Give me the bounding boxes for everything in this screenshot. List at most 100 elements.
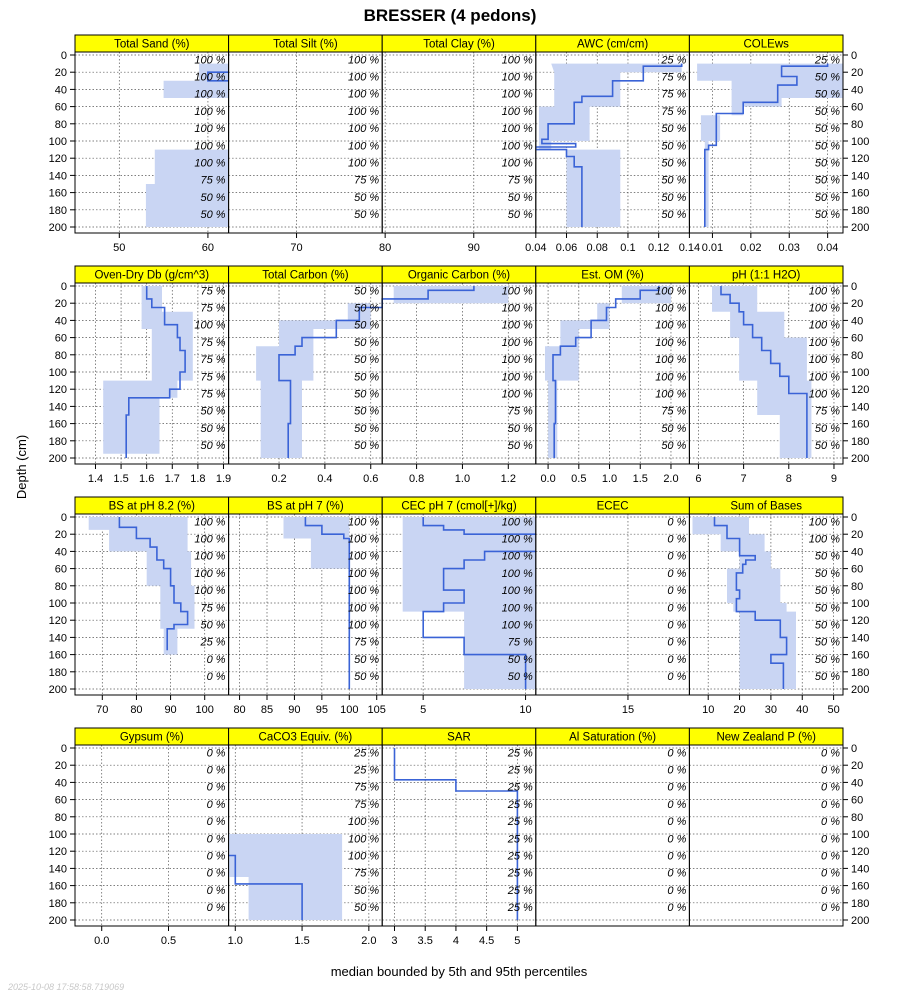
panel-bs-at-ph-8-2: BS at pH 8.2 (%) 100 % 100 % 100 % 100 % 100 … <box>74 496 230 696</box>
x-tick-label: 0.0 <box>94 935 109 947</box>
percent-annotation: 100 % <box>502 54 533 66</box>
percent-annotation: 100 % <box>348 72 379 84</box>
y-tick-label: 120 <box>851 846 869 858</box>
panel-oven-dry-db-g-cm-3: Oven-Dry Db (g/cm^3) 75 % 75 % 100 % 75 % 75 … <box>74 265 230 465</box>
x-tick-label: 50 <box>113 242 125 254</box>
percent-annotation: 0 % <box>821 885 840 897</box>
panel-strip-label: pH (1:1 H2O) <box>732 270 801 282</box>
percent-annotation: 25 % <box>507 765 533 777</box>
y-tick-label: 120 <box>49 615 67 627</box>
percent-annotation: 25 % <box>507 747 533 759</box>
percentile-band <box>283 517 350 689</box>
percent-annotation: 100 % <box>348 158 379 170</box>
percent-annotation: 50 % <box>354 423 379 435</box>
percent-annotation: 100 % <box>655 320 686 332</box>
x-tick-label: 6 <box>695 473 701 485</box>
panel-strip-label: Est. OM (%) <box>581 270 644 282</box>
percent-annotation: 100 % <box>809 303 840 315</box>
percent-annotation: 50 % <box>354 192 379 204</box>
percent-annotation: 50 % <box>661 140 686 152</box>
median-line <box>304 517 351 689</box>
percent-annotation: 75 % <box>201 354 226 366</box>
y-tick-label: 100 <box>49 598 67 610</box>
x-tick-label: 1.0 <box>602 473 617 485</box>
percent-annotation: 100 % <box>655 285 686 297</box>
percent-annotation: 25 % <box>507 833 533 845</box>
x-tick-label: 0.4 <box>317 473 332 485</box>
y-tick-label: 100 <box>851 829 869 841</box>
y-tick-label: 140 <box>49 863 67 875</box>
percent-annotation: 100 % <box>502 585 533 597</box>
percent-annotation: 75 % <box>201 389 226 401</box>
x-tick-label: 5 <box>514 935 520 947</box>
median-line <box>382 286 475 309</box>
x-tick-label: 9 <box>831 473 837 485</box>
percent-annotation: 50 % <box>815 440 840 452</box>
y-tick-label: 20 <box>851 298 863 310</box>
percent-annotation: 50 % <box>815 140 840 152</box>
percent-annotation: 50 % <box>201 440 226 452</box>
y-tick-label: 120 <box>851 153 869 165</box>
percent-annotation: 50 % <box>815 158 840 170</box>
percent-annotation: 100 % <box>194 551 225 563</box>
percent-annotation: 100 % <box>348 534 379 546</box>
percentile-band <box>712 286 812 458</box>
x-axis: 6 7 8 9 <box>695 464 837 485</box>
x-tick-label: 4.5 <box>479 935 494 947</box>
percent-annotation: 100 % <box>194 54 225 66</box>
timestamp: 2025-10-08 17:58:58.719069 <box>7 982 124 992</box>
x-tick-label: 80 <box>379 242 391 254</box>
panel-bs-at-ph-7: BS at pH 7 (%) 100 % 100 % 100 % 100 % 100 % 1… <box>228 496 383 696</box>
percent-annotation: 50 % <box>661 440 686 452</box>
y-tick-label: 180 <box>851 205 869 217</box>
percent-annotation: 50 % <box>815 192 840 204</box>
percent-annotation: 50 % <box>661 423 686 435</box>
panel-strip-label: BS at pH 8.2 (%) <box>109 501 195 513</box>
y-tick-label: 20 <box>851 67 863 79</box>
y-tick-label: 200 <box>49 453 67 465</box>
x-tick-label: 1.2 <box>501 473 516 485</box>
panel-total-carbon: Total Carbon (%) 50 % 50 % 50 % 50 % 50 % 50 %… <box>228 265 383 465</box>
percent-annotation: 100 % <box>809 285 840 297</box>
x-tick-label: 0.8 <box>409 473 424 485</box>
percentile-band <box>402 517 536 689</box>
percent-annotation: 25 % <box>507 868 533 880</box>
percentile-band <box>697 63 843 227</box>
panel-strip-label: Gypsum (%) <box>120 732 184 744</box>
percent-annotation: 0 % <box>821 851 840 863</box>
percent-annotation: 0 % <box>821 765 840 777</box>
x-tick-label: 1.5 <box>633 473 648 485</box>
percent-annotation: 0 % <box>667 620 686 632</box>
x-tick-label: 0.03 <box>779 242 800 254</box>
percent-annotation: 0 % <box>207 671 226 683</box>
x-tick-label: 30 <box>765 704 777 716</box>
panel-frame <box>535 513 690 696</box>
percent-annotation: 100 % <box>502 106 533 118</box>
y-tick-label: 40 <box>55 777 67 789</box>
x-tick-label: 1.0 <box>455 473 470 485</box>
percent-annotation: 100 % <box>502 123 533 135</box>
percent-annotation: 0 % <box>821 868 840 880</box>
percent-annotation: 50 % <box>354 654 379 666</box>
y-tick-label: 60 <box>851 795 863 807</box>
y-tick-label: 40 <box>851 84 863 96</box>
x-tick-label: 0.08 <box>587 242 608 254</box>
panel-awc-cm-cm: AWC (cm/cm) 25 % 75 % 75 % 75 % 50 % 50 % 50 % 5… <box>535 34 690 234</box>
y-tick-label: 40 <box>55 84 67 96</box>
panel-strip-label: Total Clay (%) <box>423 39 495 51</box>
panel-strip-label: CEC pH 7 (cmol[+]/kg) <box>401 501 517 513</box>
percent-annotation: 50 % <box>508 440 533 452</box>
percent-annotation: 50 % <box>815 585 840 597</box>
y-tick-label: 60 <box>55 102 67 114</box>
percent-annotation: 25 % <box>507 902 533 914</box>
percent-annotation: 75 % <box>201 285 226 297</box>
percent-annotation: 100 % <box>655 354 686 366</box>
percent-annotation: 0 % <box>667 602 686 614</box>
percent-annotation: 50 % <box>815 654 840 666</box>
x-tick-label: 10 <box>519 704 531 716</box>
y-axis-right: 0 20 40 60 80 100 120 140 160 180 200 <box>843 743 869 927</box>
x-axis: 3 3.5 4 4.5 5 <box>391 926 520 947</box>
median-line <box>278 298 383 458</box>
x-tick-label: 2.0 <box>361 935 376 947</box>
percent-annotation: 0 % <box>667 765 686 777</box>
